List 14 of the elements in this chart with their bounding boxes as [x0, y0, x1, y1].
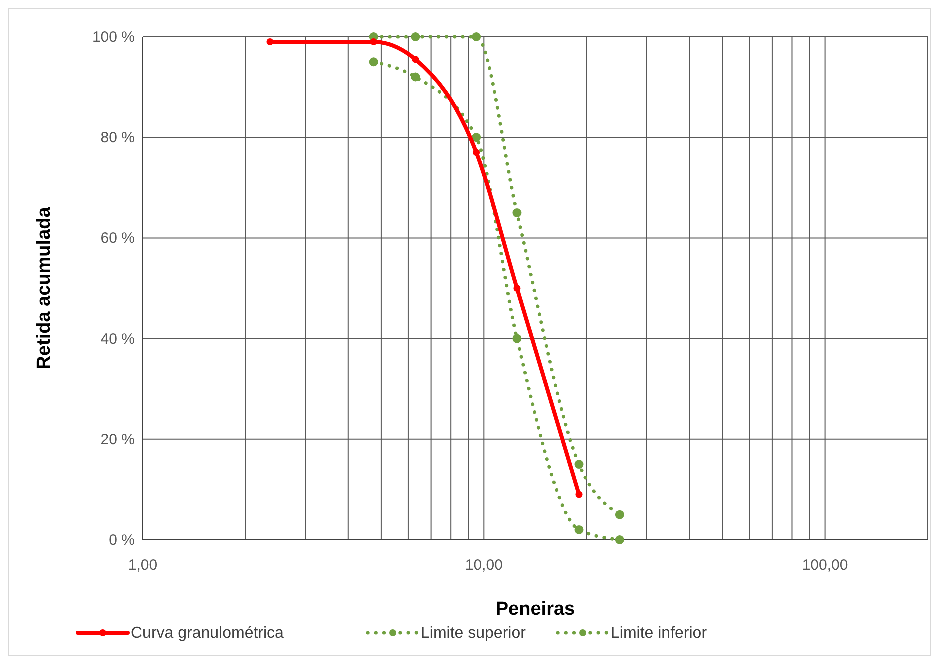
y-tick-label: 100 %	[92, 29, 135, 46]
legend-label: Limite superior	[421, 625, 527, 642]
legend-label: Curva granulométrica	[131, 625, 284, 642]
y-tick-label: 0 %	[109, 532, 135, 549]
y-tick-label: 60 %	[100, 230, 135, 248]
x-tick-label: 100,00	[802, 557, 848, 574]
x-tick-label: 10,00	[465, 557, 503, 574]
x-axis-title: Peneiras	[496, 599, 576, 620]
y-tick-label: 40 %	[100, 330, 135, 348]
y-tick-label: 80 %	[100, 130, 135, 147]
y-tick-label: 20 %	[100, 431, 135, 448]
y-axis-title: Retida acumulada	[34, 206, 55, 370]
x-tick-label: 1,00	[128, 557, 158, 574]
legend-label: Limite inferior	[611, 625, 708, 642]
